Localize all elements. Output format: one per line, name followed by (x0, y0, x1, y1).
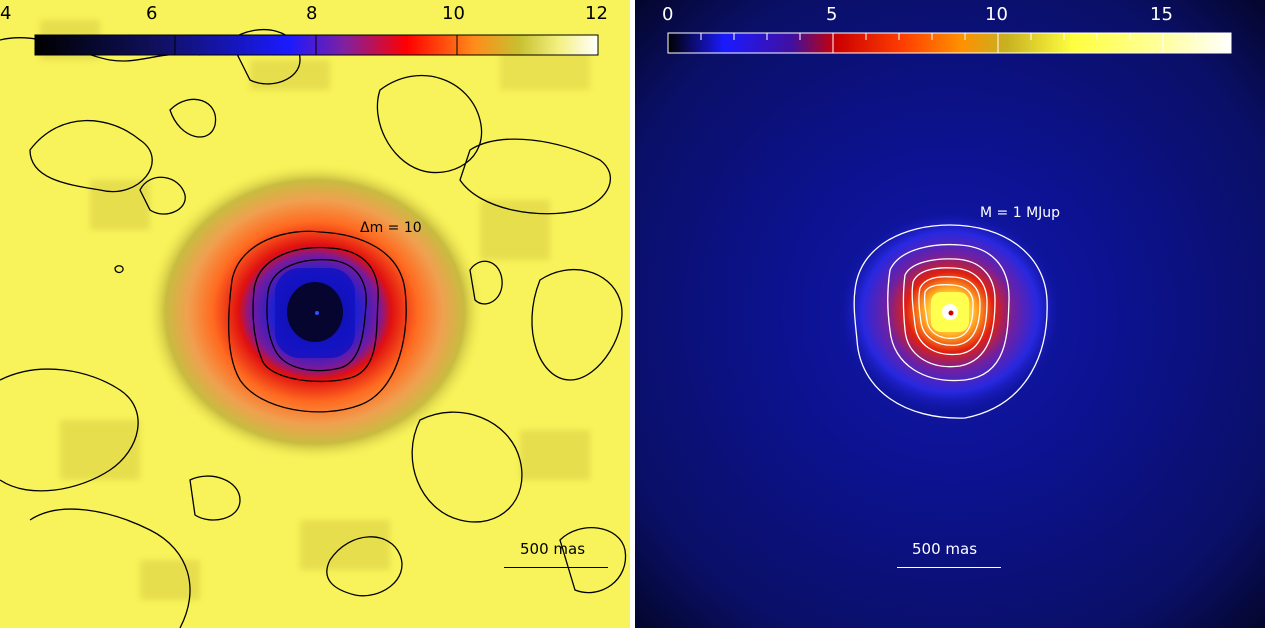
colorbar-tick-label: 4 (0, 3, 12, 24)
colorbar (34, 34, 599, 56)
scale-bar-label: 500 mas (520, 540, 586, 558)
mass-map-image (635, 0, 1265, 628)
contour-label: M = 1 MJup (980, 205, 1061, 221)
scale-bar (897, 567, 1001, 568)
scale-bar-label: 500 mas (912, 540, 978, 558)
colorbar-tick-label: 8 (306, 3, 318, 24)
contour-lines (0, 28, 627, 628)
scale-bar (504, 567, 608, 568)
colorbar-tick-label: 6 (146, 3, 158, 24)
colorbar-tick-label: 15 (1150, 4, 1173, 25)
contour-label: Δm = 10 (360, 220, 422, 236)
colorbar-tick-label: 0 (662, 4, 674, 25)
noise-patches (40, 20, 590, 600)
psf-center (287, 282, 343, 342)
contour-lines (853, 224, 1048, 419)
colorbar-tick-label: 5 (826, 4, 838, 25)
colorbar-tick-label: 12 (585, 3, 608, 24)
contrast-map-image (0, 0, 630, 628)
contrast-map-panel: 4 6 8 10 12 Δm = 10 500 mas (0, 0, 630, 628)
colorbar-gradient (667, 32, 1232, 54)
mass-map-panel: 0 5 10 15 M = 1 MJup 500 mas (635, 0, 1265, 628)
colorbar-tick-label: 10 (985, 4, 1008, 25)
colorbar (667, 32, 1232, 54)
colorbar-tick-label: 10 (442, 3, 465, 24)
